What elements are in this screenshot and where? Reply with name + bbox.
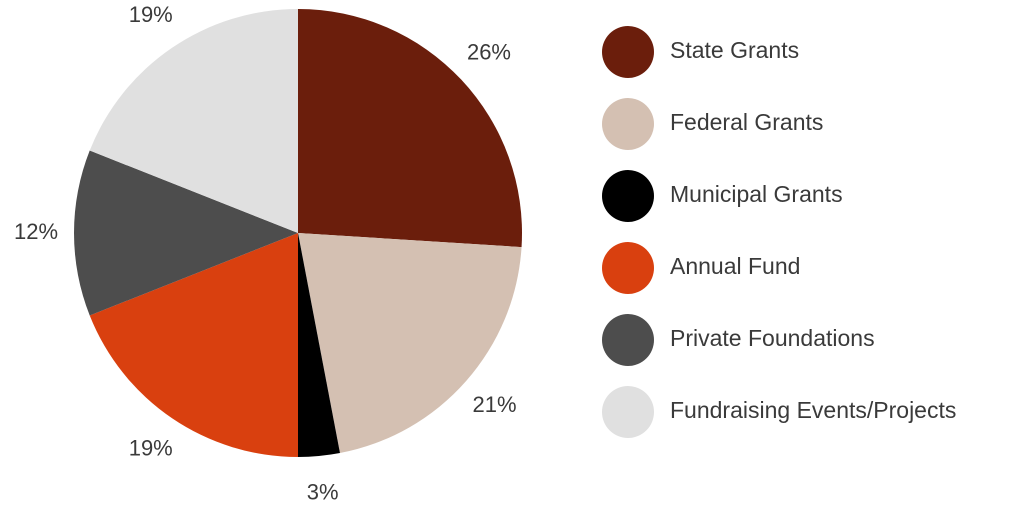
legend-label: Annual Fund bbox=[670, 253, 800, 279]
legend-label: Fundraising Events/Projects bbox=[670, 397, 956, 423]
data-label: 21% bbox=[473, 392, 517, 417]
legend-swatch bbox=[602, 242, 654, 294]
pie-slice bbox=[298, 233, 340, 457]
legend-swatch bbox=[602, 98, 654, 150]
legend-swatch bbox=[602, 386, 654, 438]
legend-swatch bbox=[602, 26, 654, 78]
data-label: 19% bbox=[129, 2, 173, 27]
pie-slice bbox=[89, 9, 298, 233]
data-label: 26% bbox=[467, 39, 511, 64]
legend-label: Municipal Grants bbox=[670, 181, 843, 207]
legend-label: Private Foundations bbox=[670, 325, 875, 351]
pie-slice bbox=[298, 9, 522, 248]
data-label: 19% bbox=[129, 436, 173, 461]
legend-swatch bbox=[602, 314, 654, 366]
legend-swatch bbox=[602, 170, 654, 222]
pie-slice bbox=[89, 233, 298, 457]
legend-label: State Grants bbox=[670, 37, 799, 63]
pie-slice bbox=[298, 233, 522, 454]
pie-slice bbox=[74, 150, 298, 316]
legend-label: Federal Grants bbox=[670, 109, 823, 135]
data-label: 3% bbox=[307, 480, 339, 505]
data-label: 12% bbox=[14, 219, 58, 244]
